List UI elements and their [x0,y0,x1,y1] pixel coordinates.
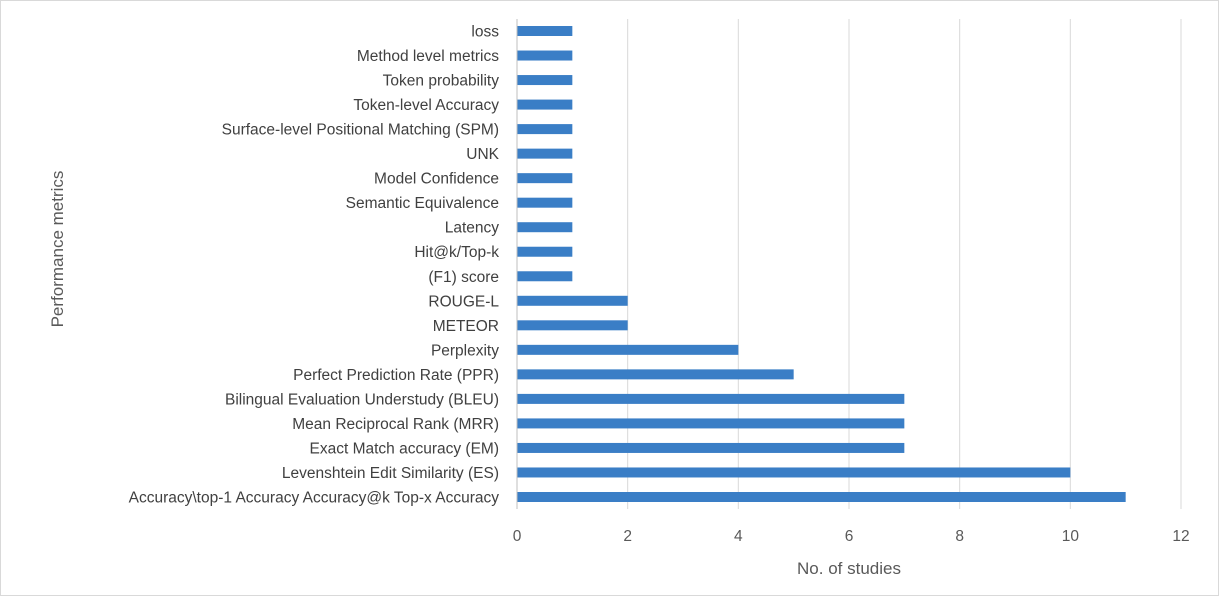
x-tick-label-12: 12 [1172,528,1189,545]
category-labels: loss Method level metrics Token probabilit… [129,24,500,507]
bar-5 [517,124,573,135]
category-label-3: Token probability [383,73,500,90]
bars [517,26,1126,502]
y-axis-title: Performance metrics [48,171,67,328]
bar-2 [517,50,573,61]
bar-6 [517,148,573,159]
bar-13 [517,320,628,331]
x-tick-label-10: 10 [1062,528,1080,545]
category-label-14: Perplexity [431,342,499,359]
grid-lines [627,19,1182,509]
category-label-7: Model Confidence [374,171,499,188]
category-label-5: Surface-level Positional Matching (SPM) [222,122,499,139]
x-axis-title: No. of studies [797,559,901,578]
category-label-10: Hit@k/Top-k [414,244,499,261]
category-label-18: Exact Match accuracy (EM) [310,440,500,457]
bar-14 [517,344,739,355]
category-label-12: ROUGE-L [428,293,499,310]
category-label-8: Semantic Equivalence [346,195,499,212]
bar-19 [517,467,1071,478]
x-tick-labels: 0 2 4 6 8 10 12 [513,528,1190,545]
bar-12 [517,295,628,306]
category-label-9: Latency [445,220,500,237]
bar-9 [517,222,573,233]
category-label-15: Perfect Prediction Rate (PPR) [293,367,499,384]
category-label-19: Levenshtein Edit Similarity (ES) [282,465,499,482]
category-label-1: loss [471,24,499,41]
bar-1 [517,26,573,36]
x-tick-label-8: 8 [955,528,964,545]
category-label-20: Accuracy\top-1 Accuracy Accuracy@k Top-x… [129,490,500,507]
category-label-6: UNK [466,146,499,163]
x-tick-label-0: 0 [513,528,522,545]
bar-18 [517,442,905,453]
x-tick-label-6: 6 [845,528,854,545]
category-label-2: Method level metrics [357,48,499,65]
bar-15 [517,369,794,380]
bar-4 [517,99,573,110]
bar-10 [517,246,573,257]
bar-16 [517,393,905,404]
bar-3 [517,75,573,86]
bar-17 [517,418,905,429]
category-label-16: Bilingual Evaluation Understudy (BLEU) [225,391,499,408]
x-tick-label-2: 2 [623,528,632,545]
x-tick-label-4: 4 [734,528,743,545]
bar-7 [517,173,573,184]
category-label-17: Mean Reciprocal Rank (MRR) [292,416,499,433]
bar-8 [517,197,573,208]
category-label-11: (F1) score [428,269,499,286]
bar-20 [517,492,1126,502]
category-label-13: METEOR [433,318,499,335]
bar-11 [517,271,573,282]
category-label-4: Token-level Accuracy [353,97,499,114]
